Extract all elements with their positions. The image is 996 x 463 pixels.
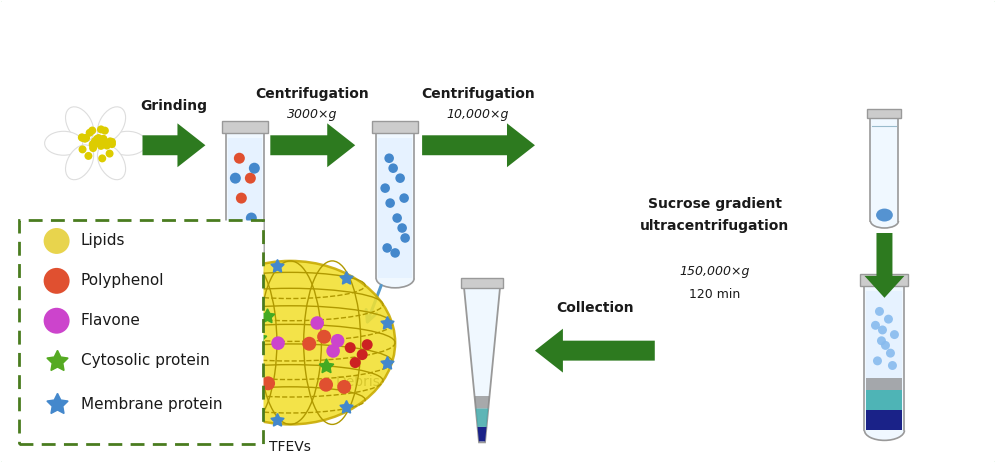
Circle shape bbox=[382, 243, 392, 253]
Circle shape bbox=[384, 153, 394, 163]
Circle shape bbox=[89, 140, 97, 148]
Circle shape bbox=[385, 198, 395, 208]
Circle shape bbox=[107, 138, 115, 146]
Ellipse shape bbox=[226, 269, 264, 288]
Circle shape bbox=[245, 173, 256, 184]
Ellipse shape bbox=[66, 107, 94, 142]
Circle shape bbox=[388, 163, 398, 173]
Circle shape bbox=[44, 268, 70, 294]
Text: Sucrose gradient: Sucrose gradient bbox=[647, 197, 782, 211]
Circle shape bbox=[99, 139, 107, 147]
Text: Centrifugation: Centrifugation bbox=[255, 88, 370, 101]
Circle shape bbox=[886, 349, 895, 357]
Circle shape bbox=[238, 252, 249, 263]
Circle shape bbox=[91, 137, 99, 145]
Circle shape bbox=[400, 233, 410, 243]
Polygon shape bbox=[867, 410, 902, 431]
Polygon shape bbox=[535, 329, 654, 373]
Circle shape bbox=[871, 321, 880, 330]
Circle shape bbox=[85, 152, 93, 160]
Text: 150,000×g: 150,000×g bbox=[679, 265, 750, 278]
Text: 3000×g: 3000×g bbox=[287, 108, 338, 121]
Circle shape bbox=[877, 325, 887, 334]
Circle shape bbox=[99, 154, 107, 163]
Text: Flavone: Flavone bbox=[81, 313, 140, 328]
Circle shape bbox=[380, 183, 390, 193]
Circle shape bbox=[97, 125, 105, 133]
Polygon shape bbox=[464, 288, 500, 442]
Polygon shape bbox=[868, 109, 901, 119]
Circle shape bbox=[399, 194, 409, 203]
Circle shape bbox=[311, 316, 324, 330]
Circle shape bbox=[101, 126, 109, 135]
Text: Collection: Collection bbox=[556, 301, 633, 315]
Polygon shape bbox=[861, 274, 908, 286]
Circle shape bbox=[89, 126, 97, 135]
Circle shape bbox=[106, 150, 114, 157]
Circle shape bbox=[44, 308, 70, 334]
Circle shape bbox=[890, 330, 899, 339]
Circle shape bbox=[103, 142, 111, 150]
Circle shape bbox=[881, 341, 890, 350]
Circle shape bbox=[876, 336, 886, 345]
Polygon shape bbox=[865, 233, 904, 298]
Circle shape bbox=[86, 129, 94, 137]
Polygon shape bbox=[867, 291, 902, 431]
Circle shape bbox=[93, 138, 101, 146]
Circle shape bbox=[79, 134, 87, 142]
Polygon shape bbox=[228, 138, 262, 278]
Text: Lipids: Lipids bbox=[81, 233, 125, 249]
Ellipse shape bbox=[871, 214, 898, 228]
FancyBboxPatch shape bbox=[19, 220, 263, 444]
Text: 20 min: 20 min bbox=[291, 145, 334, 158]
Ellipse shape bbox=[109, 131, 146, 155]
Circle shape bbox=[82, 134, 90, 142]
Polygon shape bbox=[474, 396, 489, 408]
FancyBboxPatch shape bbox=[376, 133, 414, 278]
FancyBboxPatch shape bbox=[226, 133, 264, 278]
Circle shape bbox=[888, 361, 897, 370]
Circle shape bbox=[236, 193, 247, 204]
Polygon shape bbox=[378, 138, 412, 278]
Polygon shape bbox=[477, 427, 486, 441]
Text: Grinding: Grinding bbox=[140, 100, 207, 113]
Circle shape bbox=[230, 173, 241, 184]
Circle shape bbox=[397, 223, 407, 233]
Circle shape bbox=[234, 153, 245, 164]
Text: ultracentrifugation: ultracentrifugation bbox=[640, 219, 789, 233]
Circle shape bbox=[362, 339, 373, 350]
Circle shape bbox=[93, 135, 101, 143]
Polygon shape bbox=[476, 408, 488, 427]
Circle shape bbox=[44, 228, 70, 254]
Circle shape bbox=[271, 336, 285, 350]
Text: TFEVs: TFEVs bbox=[269, 440, 311, 454]
Text: 60 min: 60 min bbox=[456, 145, 500, 158]
Circle shape bbox=[108, 140, 116, 148]
Polygon shape bbox=[461, 278, 503, 288]
Ellipse shape bbox=[876, 208, 892, 221]
Circle shape bbox=[246, 213, 257, 224]
Text: Cytosolic protein: Cytosolic protein bbox=[81, 353, 209, 368]
Ellipse shape bbox=[66, 145, 94, 180]
Circle shape bbox=[79, 145, 87, 153]
Circle shape bbox=[338, 380, 352, 394]
Polygon shape bbox=[422, 123, 535, 167]
Polygon shape bbox=[142, 123, 205, 167]
Circle shape bbox=[327, 344, 340, 358]
Circle shape bbox=[100, 135, 108, 143]
Circle shape bbox=[78, 133, 86, 141]
Circle shape bbox=[91, 139, 99, 147]
Circle shape bbox=[302, 337, 316, 350]
Text: Polyphenol: Polyphenol bbox=[81, 273, 164, 288]
Circle shape bbox=[250, 243, 261, 253]
Circle shape bbox=[249, 163, 260, 174]
Circle shape bbox=[95, 137, 103, 145]
Text: 10,000×g: 10,000×g bbox=[447, 108, 509, 121]
Text: Debris: Debris bbox=[336, 375, 380, 388]
Circle shape bbox=[392, 213, 402, 223]
Text: Tea flower: Tea flower bbox=[60, 238, 130, 252]
Polygon shape bbox=[871, 119, 898, 221]
Circle shape bbox=[319, 378, 333, 392]
Polygon shape bbox=[270, 123, 356, 167]
